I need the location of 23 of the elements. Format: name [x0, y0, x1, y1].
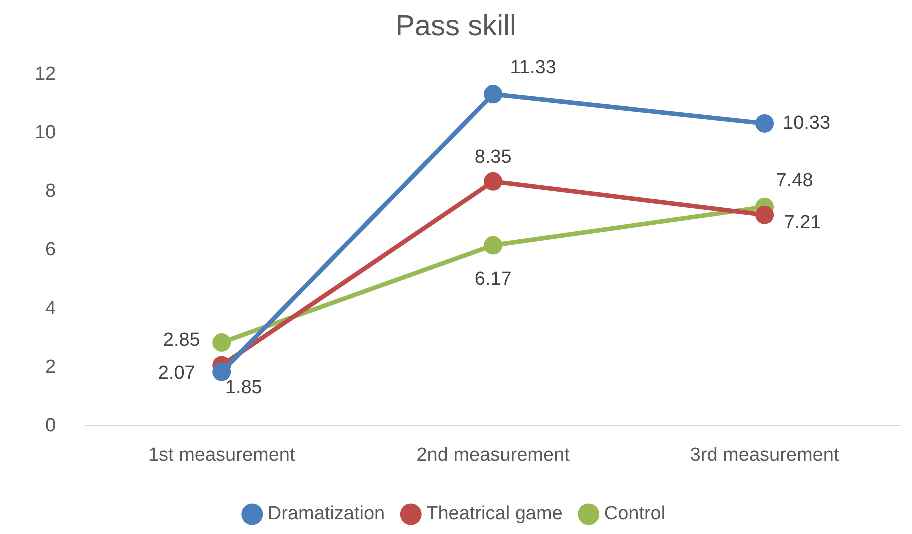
- data-label: 1.85: [225, 377, 262, 398]
- y-tick-label: 4: [46, 298, 57, 320]
- y-tick-label: 8: [46, 181, 56, 202]
- data-label: 2.85: [163, 330, 200, 351]
- data-label: 7.48: [776, 170, 814, 192]
- y-tick-label: 10: [34, 122, 56, 144]
- legend-label: Control: [604, 504, 666, 525]
- data-label: 10.33: [783, 112, 831, 134]
- data-label: 7.21: [784, 212, 822, 234]
- x-tick-label: 1st measurement: [148, 444, 296, 466]
- legend-label: Theatrical game: [426, 504, 563, 525]
- data-label: 11.33: [510, 58, 556, 79]
- data-label: 6.17: [474, 268, 512, 290]
- y-tick-label: 6: [46, 240, 56, 261]
- data-label: 8.35: [474, 146, 512, 168]
- chart-title: Pass skill: [396, 10, 516, 42]
- x-tick-label: 2nd measurement: [416, 444, 571, 466]
- y-tick-label: 2: [46, 356, 56, 378]
- y-tick-label: 0: [46, 415, 56, 436]
- data-label: 2.07: [158, 362, 196, 384]
- y-tick-label: 12: [34, 64, 56, 86]
- legend-label: Dramatization: [268, 504, 386, 525]
- x-tick-label: 3rd measurement: [690, 444, 840, 466]
